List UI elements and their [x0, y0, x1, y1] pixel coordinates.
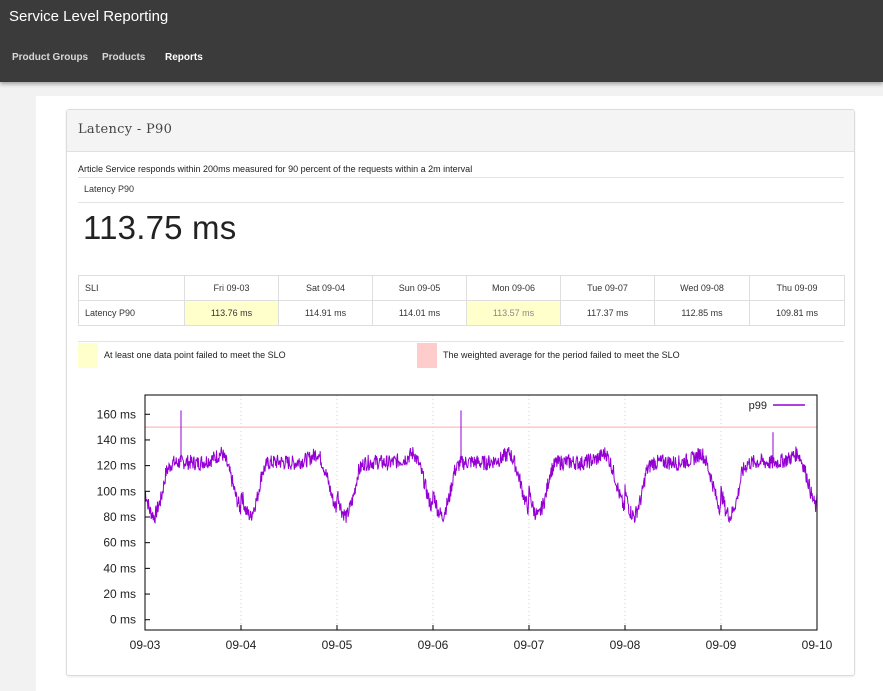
x-tick-label: 09-09 [706, 638, 737, 652]
metric-value: 113.75 ms [83, 209, 237, 246]
legend-swatch-average-failed [417, 343, 437, 368]
panel-title: Latency - P90 [78, 122, 173, 137]
panel-header: Latency - P90 [67, 110, 854, 152]
y-tick-label: 100 ms [97, 484, 136, 498]
sli-value-cell: 109.81 ms [749, 300, 845, 326]
legend-swatch-point-failed [78, 343, 98, 368]
sli-value-cell: 114.01 ms [372, 300, 467, 326]
table-header-cell: Fri 09-03 [184, 275, 279, 301]
x-tick-label: 09-06 [418, 638, 449, 652]
top-bar: Service Level Reporting Product Groups P… [0, 0, 883, 82]
y-tick-label: 60 ms [103, 536, 136, 550]
slo-description: Article Service responds within 200ms me… [78, 164, 473, 174]
divider [78, 341, 844, 342]
series-line-p99 [144, 410, 818, 524]
x-tick-label: 09-04 [226, 638, 257, 652]
x-tick-label: 09-10 [802, 638, 833, 652]
sli-value-cell: 117.37 ms [560, 300, 655, 326]
y-tick-label: 0 ms [110, 613, 136, 627]
table-header-cell: Mon 09-06 [466, 275, 561, 301]
table-header-cell: Wed 09-08 [654, 275, 750, 301]
y-tick-label: 80 ms [103, 510, 136, 524]
sli-value-cell: 112.85 ms [654, 300, 750, 326]
y-tick-label: 120 ms [97, 459, 136, 473]
y-tick-label: 20 ms [103, 587, 136, 601]
x-tick-label: 09-07 [514, 638, 545, 652]
y-tick-label: 140 ms [97, 433, 136, 447]
y-tick-label: 160 ms [97, 407, 136, 421]
table-header-cell: Thu 09-09 [749, 275, 845, 301]
sli-value-cell: 113.57 ms [466, 300, 561, 326]
table-row: Latency P90 113.76 ms 114.91 ms 114.01 m… [78, 300, 845, 326]
divider [78, 177, 844, 178]
y-tick-label: 40 ms [103, 561, 136, 575]
legend-label-point-failed: At least one data point failed to meet t… [104, 350, 286, 360]
app-title: Service Level Reporting [9, 8, 169, 25]
nav-item-reports[interactable]: Reports [165, 52, 203, 63]
plot-frame [144, 394, 818, 631]
metric-label: Latency P90 [84, 184, 135, 194]
x-tick-label: 09-03 [130, 638, 161, 652]
axis-ticks: 09-03 09-04 09-05 09-06 09-07 09-08 09-09 09-10… [97, 407, 833, 652]
sli-value-cell: 113.76 ms [184, 300, 279, 326]
x-tick-label: 09-05 [322, 638, 353, 652]
divider [78, 202, 844, 203]
nav-item-products[interactable]: Products [102, 52, 146, 63]
table-header-cell: Sun 09-05 [372, 275, 467, 301]
chart-grid [240, 395, 722, 630]
main-content: Latency - P90 Article Service responds w… [36, 96, 883, 691]
nav-item-product-groups[interactable]: Product Groups [12, 52, 89, 63]
legend-series-label: p99 [749, 400, 767, 412]
x-tick-label: 09-08 [610, 638, 641, 652]
sli-table: SLI Fri 09-03 Sat 09-04 Sun 09-05 Mon 09… [78, 275, 845, 326]
table-header-row: SLI Fri 09-03 Sat 09-04 Sun 09-05 Mon 09… [78, 275, 845, 301]
report-panel: Latency - P90 Article Service responds w… [66, 109, 855, 676]
chart-legend: p99 [749, 400, 805, 412]
legend-label-average-failed: The weighted average for the period fail… [443, 350, 680, 360]
